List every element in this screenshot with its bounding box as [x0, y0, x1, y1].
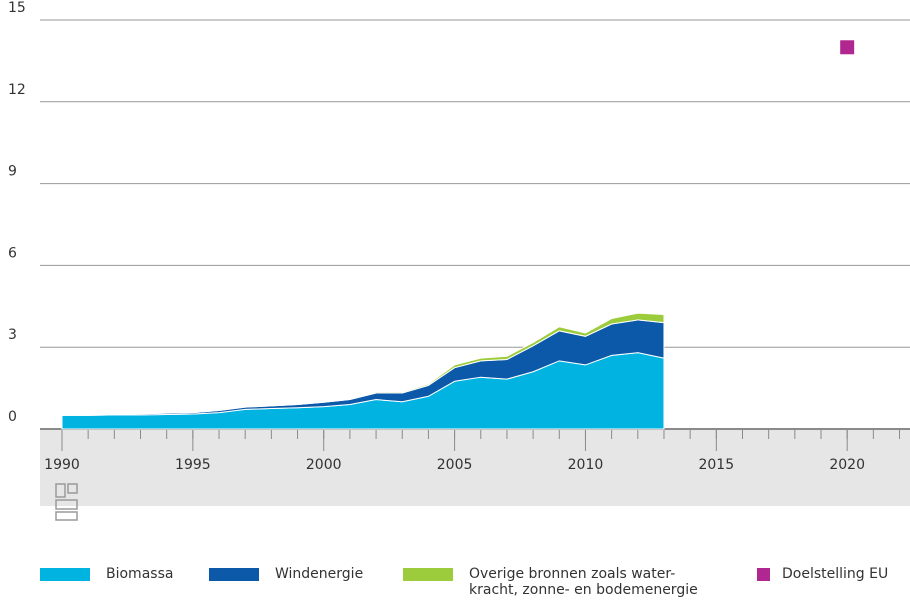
x-tick-label: 1995 — [175, 457, 211, 473]
axis-band — [40, 430, 910, 506]
legend-item: Overige bronnen zoals water- kracht, zon… — [403, 566, 698, 598]
y-tick-label: 0 — [8, 409, 17, 425]
x-tick-label: 2005 — [437, 457, 473, 473]
legend-swatch — [40, 568, 90, 581]
cbs-logo — [55, 483, 78, 521]
x-tick-label: 1990 — [44, 457, 80, 473]
legend-swatch — [757, 568, 770, 581]
y-tick-label: 15 — [8, 0, 26, 16]
legend-label: Overige bronnen zoals water- kracht, zon… — [469, 566, 698, 598]
legend-label: Biomassa — [106, 566, 174, 582]
legend-swatch — [403, 568, 453, 581]
y-tick-label: 6 — [8, 245, 17, 261]
x-tick-label: 2015 — [698, 457, 734, 473]
legend-item: Biomassa — [40, 566, 173, 582]
y-tick-label: 3 — [8, 327, 17, 343]
x-tick-label: 2000 — [306, 457, 342, 473]
target-marker — [840, 40, 855, 55]
x-tick-label: 2020 — [829, 457, 865, 473]
legend-item: Doelstelling EU — [757, 566, 888, 582]
area — [61, 352, 665, 430]
legend-label: Doelstelling EU — [782, 566, 889, 582]
y-tick-label: 12 — [8, 82, 26, 98]
x-tick-label: 2010 — [568, 457, 604, 473]
legend-item: Windenergie — [209, 566, 363, 582]
legend-swatch — [209, 568, 259, 581]
area — [61, 312, 665, 416]
legend-label: Windenergie — [275, 566, 364, 582]
y-tick-label: 9 — [8, 164, 17, 180]
